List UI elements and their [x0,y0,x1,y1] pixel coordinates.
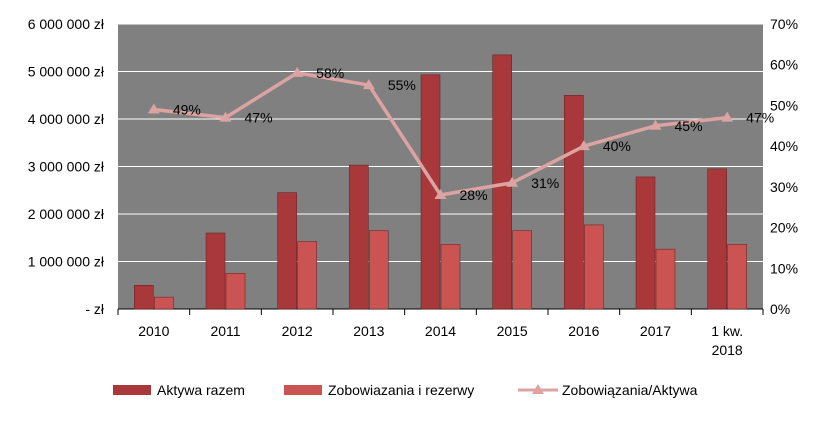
x-tick-label: 2017 [640,323,671,339]
x-tick-label: 2012 [282,323,313,339]
data-label: 28% [460,187,488,203]
data-label: 49% [173,102,201,118]
bar-aktywa-razem [277,192,297,310]
bar-zobowiazania-i-rezerwy [225,273,246,310]
x-tick-label-line: 2010 [138,323,169,339]
bar-zobowiazania-i-rezerwy [512,230,532,310]
bar-aktywa-razem [707,168,727,310]
y-tick-label-left: 5 000 000 zł [28,64,105,80]
y-tick-label-right: 10% [770,260,798,276]
data-label: 47% [746,110,774,126]
x-tick-label-line: 2012 [282,323,313,339]
bar-aktywa-razem [205,232,226,310]
bar-zobowiazania-i-rezerwy [369,230,389,310]
line-marker [434,189,447,199]
bar-zobowiazania-i-rezerwy [154,296,174,310]
x-tick-label-line: 1 kw. [711,323,743,339]
bar-zobowiazania-i-rezerwy [655,248,676,310]
y-tick-label-left: 2 000 000 zł [28,206,105,222]
line-marker [721,111,734,122]
y-tick-label-right: 50% [770,97,798,113]
legend-label: Zobowiazania i rezerwy [328,382,474,398]
legend-label: Zobowiązania/Aktywa [562,382,698,398]
x-tick-label-line: 2016 [568,323,599,339]
y-tick-label-right: 20% [770,220,798,236]
y-tick-label-left: 4 000 000 zł [28,111,105,127]
data-label: 58% [316,65,344,81]
y-tick-label-left: 6 000 000 zł [28,16,105,32]
legend-item-aktywa-razem: Aktywa razem [113,382,245,398]
y-tick-label-right: 70% [770,16,798,32]
x-tick-label-line: 2013 [353,323,384,339]
x-tick-label: 2011 [210,323,240,339]
bar-zobowiazania-i-rezerwy [440,244,461,310]
x-tick-label: 1 kw. 2018 [711,323,743,358]
legend-swatch [113,385,151,395]
line-marker [291,66,304,77]
line-marker [219,111,232,122]
legend-swatch [284,385,322,395]
x-tick-label: 2010 [138,323,169,339]
x-tick-label-line: 2011 [210,323,240,339]
x-tick-label: 2015 [497,323,528,339]
x-tick-label: 2013 [353,323,384,339]
line-marker [506,176,519,187]
bar-zobowiazania-i-rezerwy [727,244,747,310]
y-tick-label-left: 1 000 000 zł [28,254,105,270]
y-tick-label-left: - zł [85,301,105,317]
line-marker [362,79,375,90]
line-marker [577,140,590,151]
data-label: 47% [245,110,273,126]
legend-swatch-marker [532,384,544,394]
x-tick-label: 2016 [568,323,599,339]
bar-aktywa-razem [564,95,584,310]
bar-aktywa-razem [635,176,656,310]
line-marker [649,119,662,130]
line-marker [147,103,160,114]
bar-aktywa-razem [134,285,154,310]
y-tick-label-right: 0% [770,301,790,317]
x-tick-label-line: 2015 [497,323,528,339]
bar-zobowiazania-i-rezerwy [584,224,604,310]
legend-label: Aktywa razem [157,382,245,398]
data-label: 40% [603,138,631,154]
y-tick-label-right: 30% [770,179,798,195]
x-tick-label-line: 2017 [640,323,671,339]
y-tick-label-right: 60% [770,57,798,73]
x-tick-label-line: 2014 [425,323,456,339]
y-tick-label-right: 40% [770,138,798,154]
x-tick-label: 2014 [425,323,456,339]
bar-aktywa-razem [349,164,369,310]
y-tick-label-left: 3 000 000 zł [28,159,105,175]
data-label: 45% [675,118,703,134]
data-label: 55% [388,77,416,93]
bar-zobowiazania-i-rezerwy [297,241,317,310]
data-label: 31% [531,175,559,191]
x-tick-label-line: 2018 [712,342,743,358]
legend-item-zobowiazania-aktywa: Zobowiązania/Aktywa [518,382,698,398]
legend-item-zobowiazania-i-rezerwy: Zobowiazania i rezerwy [284,382,474,398]
